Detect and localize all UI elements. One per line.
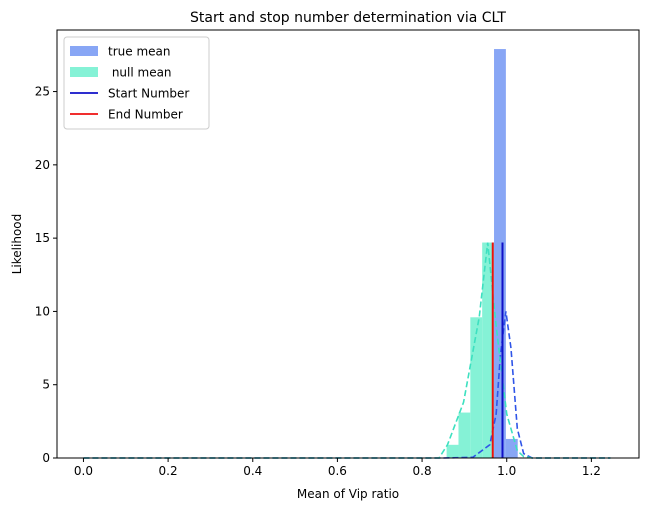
y-axis-label: Likelihood <box>10 214 24 275</box>
histogram-bar-true-mean-0 <box>494 49 506 458</box>
plot-area <box>83 49 611 459</box>
chart-title: Start and stop number determination via … <box>190 10 506 26</box>
y-tick-label: 20 <box>35 158 50 172</box>
y-tick-label: 5 <box>42 378 50 392</box>
x-axis-label: Mean of Vip ratio <box>297 487 399 501</box>
histogram-bar-null-mean-3 <box>482 242 495 458</box>
density-curve-0 <box>83 311 611 459</box>
histogram-bar-null-mean-2 <box>470 317 483 458</box>
y-tick-label: 0 <box>42 451 50 465</box>
x-tick-label: 0.6 <box>328 464 347 478</box>
x-tick-label: 0.4 <box>243 464 262 478</box>
histogram-bar-null-mean-0 <box>446 444 459 458</box>
legend-swatch <box>70 67 98 77</box>
x-tick-label: 0.0 <box>74 464 93 478</box>
axes-frame <box>56 29 640 459</box>
histogram-bar-true-mean-1 <box>505 438 518 458</box>
legend-label: End Number <box>108 108 183 122</box>
legend: true mean null mean Start Number End Numbe… <box>63 36 210 130</box>
histogram-bar-null-mean-1 <box>458 412 471 458</box>
x-tick-label: 0.8 <box>413 464 432 478</box>
y-tick-label: 10 <box>35 304 50 318</box>
legend-box <box>63 36 210 130</box>
density-curve-1 <box>83 242 611 459</box>
x-tick-label: 1.0 <box>497 464 516 478</box>
y-axis: 0 5 10 15 20 25 <box>35 85 57 465</box>
y-tick-label: 25 <box>35 85 50 99</box>
y-tick-label: 15 <box>35 231 50 245</box>
legend-swatch <box>70 46 98 56</box>
legend-label: Start Number <box>108 87 189 101</box>
legend-label: null mean <box>108 66 172 80</box>
x-tick-label: 1.2 <box>582 464 601 478</box>
legend-label: true mean <box>108 45 170 59</box>
x-tick-label: 0.2 <box>159 464 178 478</box>
x-axis: 0.0 0.2 0.4 0.6 0.8 1.0 1.2 <box>74 458 601 478</box>
